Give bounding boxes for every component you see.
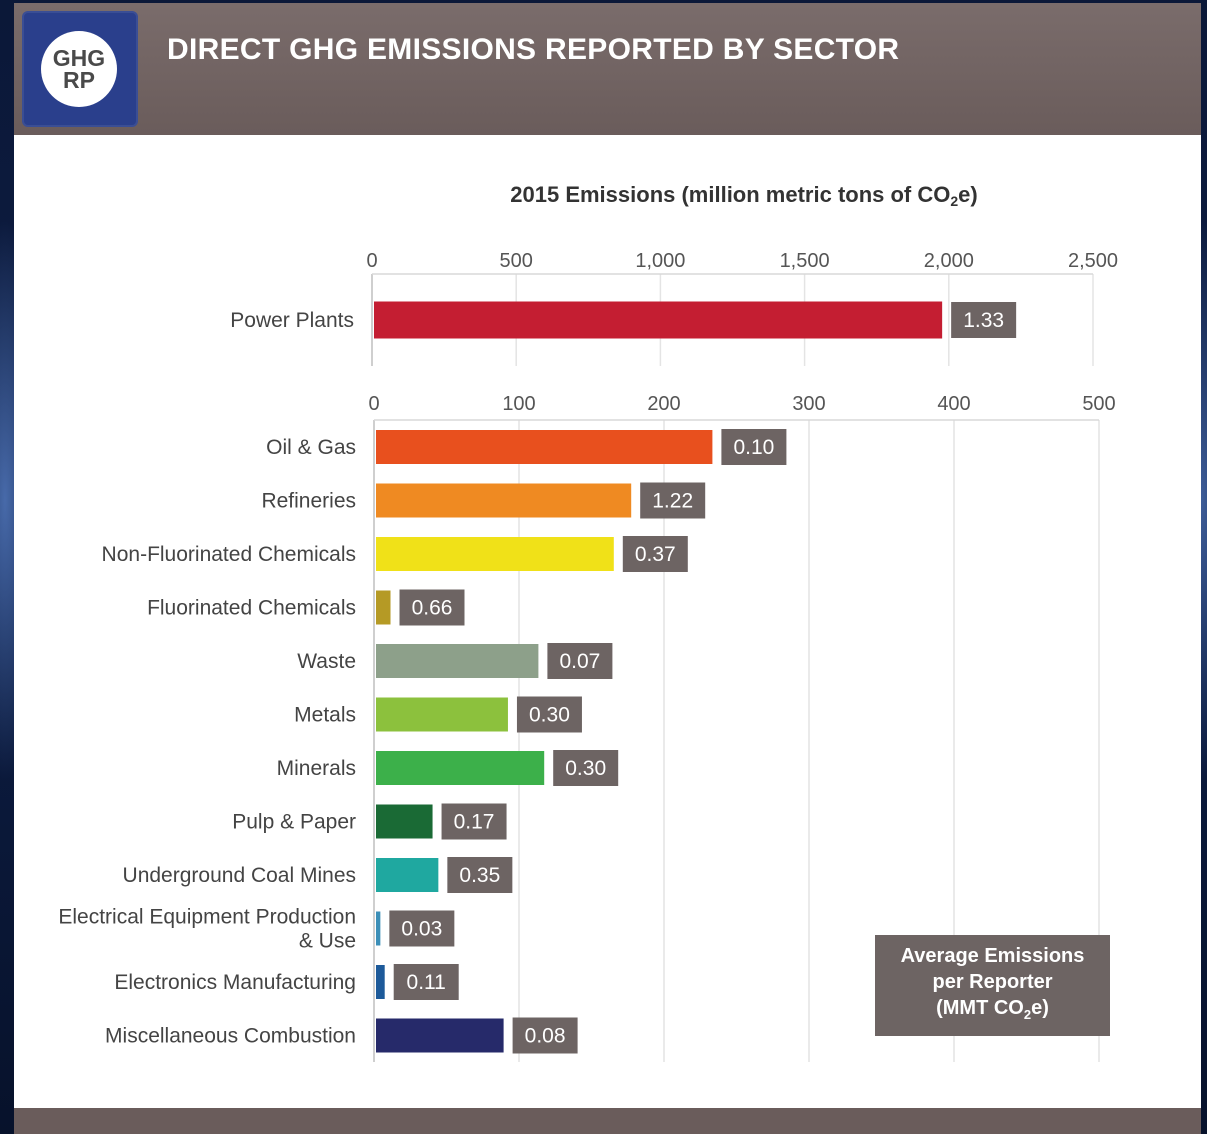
bar (376, 697, 508, 732)
bar (376, 804, 433, 839)
value-label-box (389, 910, 455, 947)
value-label: 0.07 (559, 650, 600, 673)
category-label-line: & Use (299, 930, 356, 953)
chart-title: 2015 Emissions (million metric tons of C… (510, 182, 977, 209)
tick-label: 500 (500, 250, 533, 272)
category-label-line: Refineries (261, 490, 356, 513)
logo-circle: GHG RP (41, 31, 117, 107)
value-label: 0.03 (401, 918, 442, 941)
category-label: Pulp & Paper (232, 811, 356, 834)
bar (376, 483, 632, 518)
legend-box: Average Emissions per Reporter (MMT CO2e… (875, 935, 1110, 1036)
value-label: 0.30 (565, 757, 606, 780)
value-label-box (951, 302, 1017, 338)
tick-label: 2,000 (924, 250, 974, 272)
value-label-box (441, 803, 507, 840)
value-label: 0.30 (529, 704, 570, 727)
bar (376, 751, 545, 785)
category-label: Fluorinated Chemicals (147, 597, 356, 620)
value-label-box (553, 750, 619, 786)
value-label-box (547, 643, 613, 679)
tick-label: 300 (792, 393, 825, 415)
bar (376, 911, 381, 946)
category-label: Electrical Equipment Production & Use (58, 906, 356, 953)
value-label: 0.10 (733, 436, 774, 459)
tick-label: 200 (647, 393, 680, 415)
bar (376, 644, 539, 678)
logo-line1: GHG (52, 45, 106, 71)
bar (374, 301, 943, 339)
bar (376, 537, 614, 571)
page-title: DIRECT GHG EMISSIONS REPORTED BY SECTOR (167, 33, 900, 66)
value-label-box (447, 857, 513, 893)
value-label: 0.17 (454, 811, 495, 834)
category-label: Power Plants (230, 309, 354, 332)
category-label-line: Electronics Manufacturing (114, 971, 356, 994)
tick-label: 400 (937, 393, 970, 415)
value-label: 0.11 (407, 971, 446, 994)
value-label: 0.37 (635, 543, 676, 566)
tick-label: 0 (366, 250, 377, 272)
category-label-line: Pulp & Paper (232, 811, 356, 834)
category-label-line: Waste (297, 650, 356, 673)
tick-label: 500 (1082, 393, 1115, 415)
value-label-box (640, 482, 706, 519)
category-label: Electronics Manufacturing (114, 971, 356, 994)
ghgrp-logo: GHG RP (22, 11, 138, 127)
tick-label: 0 (368, 393, 379, 415)
value-label: 1.22 (652, 490, 693, 513)
value-label-box (512, 1017, 578, 1054)
category-label: Underground Coal Mines (123, 864, 356, 887)
category-label: Oil & Gas (266, 436, 356, 459)
category-label-line: Minerals (277, 757, 356, 780)
legend-line3: (MMT CO2e) (936, 997, 1049, 1022)
tick-label: 1,500 (780, 250, 830, 272)
category-label-line: Underground Coal Mines (123, 864, 356, 887)
bar (376, 858, 439, 892)
value-label-box (622, 536, 688, 572)
value-label-box (721, 429, 787, 465)
value-label: 0.66 (412, 597, 453, 620)
category-label: Miscellaneous Combustion (105, 1025, 356, 1048)
category-label: Waste (297, 650, 356, 673)
category-label-line: Power Plants (230, 309, 354, 332)
value-label: 0.35 (459, 864, 500, 887)
bar (376, 590, 391, 625)
sector-chart: 0 100 200 300 400 500 0.10 Oil & Gas 1.22 Refiner… (58, 393, 1116, 1062)
bar (376, 965, 385, 999)
category-label-line: Fluorinated Chemicals (147, 597, 356, 620)
category-label-line: Electrical Equipment Production (58, 906, 356, 929)
value-label-box (393, 964, 459, 1000)
category-label: Minerals (277, 757, 356, 780)
value-label: 0.08 (525, 1025, 566, 1048)
bar (376, 430, 713, 464)
legend-line1: Average Emissions (900, 945, 1085, 967)
tick-label: 100 (502, 393, 535, 415)
value-label-box (399, 589, 465, 626)
tick-label: 2,500 (1068, 250, 1118, 272)
category-label-line: Miscellaneous Combustion (105, 1025, 356, 1048)
power-plants-chart: 0 500 1,000 1,500 2,000 2,500 1.33 Power Plants (230, 250, 1118, 366)
logo-line2: RP (63, 67, 95, 93)
category-label: Metals (294, 704, 356, 727)
category-label: Refineries (261, 490, 356, 513)
category-label-line: Non-Fluorinated Chemicals (102, 543, 356, 566)
footer-bar (14, 1108, 1201, 1134)
category-label: Non-Fluorinated Chemicals (102, 543, 356, 566)
header-bar: GHG RP DIRECT GHG EMISSIONS REPORTED BY … (14, 3, 1201, 135)
value-label: 1.33 (963, 309, 1004, 332)
category-label-line: Oil & Gas (266, 436, 356, 459)
bar (376, 1018, 504, 1053)
category-label-line: Metals (294, 704, 356, 727)
legend-line2: per Reporter (932, 971, 1053, 993)
tick-label: 1,000 (635, 250, 685, 272)
value-label-box (516, 696, 582, 733)
